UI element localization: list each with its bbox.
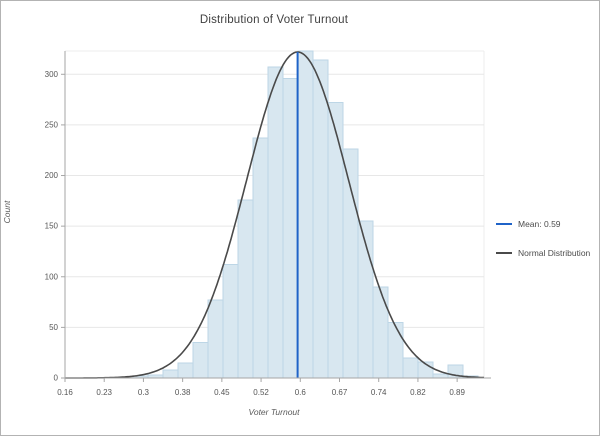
y-tick-label: 250 (45, 120, 59, 129)
histogram-bar[interactable] (162, 369, 179, 379)
x-tick-label: 0.52 (253, 388, 269, 397)
x-tick-label: 0.16 (57, 388, 73, 397)
y-tick-label: 150 (45, 222, 59, 231)
legend-item-normal-distribution[interactable]: Normal Distribution (496, 246, 590, 260)
histogram-bar[interactable] (222, 264, 239, 379)
legend-label-mean: Mean: 0.59 (518, 219, 561, 229)
x-tick-label: 0.89 (449, 388, 465, 397)
histogram-bar[interactable] (432, 373, 449, 379)
histogram-bar[interactable] (252, 137, 269, 379)
y-tick-label: 200 (45, 171, 59, 180)
histogram-bar[interactable] (267, 66, 284, 379)
histogram-bar[interactable] (192, 342, 209, 379)
x-tick-label: 0.67 (332, 388, 348, 397)
normal-curve (65, 51, 485, 379)
histogram-bar[interactable] (327, 102, 344, 379)
x-tick-label: 0.23 (96, 388, 112, 397)
y-tick-label: 0 (54, 374, 59, 383)
mean-line-swatch-icon (496, 223, 512, 225)
x-axis-title: Voter Turnout (248, 407, 300, 417)
x-tick-label: 0.45 (214, 388, 230, 397)
histogram-bar[interactable] (372, 286, 389, 379)
y-tick-label: 50 (49, 323, 58, 332)
histogram-bar[interactable] (282, 77, 299, 379)
x-tick-label: 0.3 (138, 388, 150, 397)
legend-item-mean[interactable]: Mean: 0.59 (496, 217, 590, 231)
histogram-bar[interactable] (387, 321, 404, 379)
histogram-bar[interactable] (402, 357, 419, 379)
y-tick-label: 300 (45, 70, 59, 79)
histogram-bar[interactable] (297, 50, 314, 379)
chart-title: Distribution of Voter Turnout (199, 14, 349, 26)
x-tick-label: 0.74 (371, 388, 387, 397)
x-tick-label: 0.38 (175, 388, 191, 397)
legend-label-normal-distribution: Normal Distribution (518, 248, 591, 258)
normal-distribution-swatch-icon (496, 252, 512, 254)
histogram-bar[interactable] (237, 199, 254, 379)
legend: Mean: 0.59 Normal Distribution (496, 217, 590, 260)
histogram-bar[interactable] (312, 59, 329, 379)
histogram-bar[interactable] (207, 299, 224, 379)
x-tick-label: 0.6 (295, 388, 307, 397)
y-tick-label: 100 (45, 272, 59, 281)
x-tick-label: 0.82 (410, 388, 426, 397)
histogram-bar[interactable] (342, 148, 359, 379)
y-axis-title: Count (2, 200, 12, 224)
histogram-bar[interactable] (177, 362, 194, 379)
